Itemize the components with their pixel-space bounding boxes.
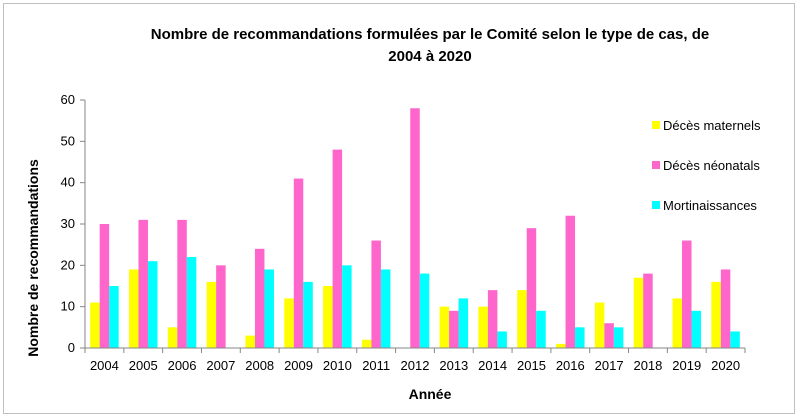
legend-swatch [652,201,660,209]
x-tick-label: 2020 [711,358,740,373]
bar [691,310,702,348]
bar [284,298,294,348]
bar [380,269,391,348]
x-tick-label: 2013 [439,358,468,373]
x-axis-title: Année [409,386,452,402]
bar [478,306,488,348]
x-tick-label: 2016 [556,358,585,373]
bar [575,327,585,348]
bars-group [90,108,740,349]
bar [594,302,605,348]
bar [216,265,226,348]
x-tick-label: 2009 [284,358,313,373]
chart-title-line2: 2004 à 2020 [388,48,471,65]
bar [167,327,178,348]
y-axis-title: Nombre de recommandations [25,159,41,357]
bar [128,269,139,348]
legend-swatch [652,121,660,129]
bar [517,290,527,348]
x-tick-label: 2005 [129,358,158,373]
bar [264,269,274,348]
x-tick-label: 2007 [206,358,235,373]
y-tick-label: 30 [61,216,75,231]
bar [439,306,450,348]
y-axis: 0 10 20 30 40 50 60 [61,92,86,355]
y-tick-label: 0 [68,340,75,355]
bar [458,298,469,348]
bar [342,265,352,348]
bar [99,224,110,348]
legend-label: Mortinaissances [663,198,757,213]
bar [730,331,740,348]
y-tick-label: 10 [61,299,75,314]
bar [109,286,119,348]
y-tick-label: 60 [61,92,75,107]
legend-label: Décès maternels [663,118,761,133]
bar [206,281,217,348]
x-tick-label: 2004 [90,358,119,373]
bar [613,327,624,348]
legend-swatch [652,161,660,169]
bar [293,178,304,348]
bar [711,281,721,348]
x-tick-label: 2015 [517,358,546,373]
bar [419,273,430,348]
x-tick-label: 2011 [362,358,390,373]
x-tick-label: 2012 [401,358,430,373]
bar [604,323,614,348]
bar [536,310,546,348]
y-tick-label: 40 [61,175,75,190]
bar [497,331,507,348]
bar [565,215,576,348]
legend-label: Décès néonatals [663,158,760,173]
x-tick-label: 2008 [245,358,274,373]
y-tick-label: 50 [61,133,75,148]
bar [556,343,566,348]
bar [303,281,313,348]
x-axis: 2004 2005 2006 2007 2008 2009 2010 2011 2012 2013… [84,347,746,373]
bar [186,257,197,348]
bar [371,240,381,348]
bar [323,286,333,348]
chart-title-line1: Nombre de recommandations formulées par … [151,26,710,43]
bar [410,108,420,349]
bar [643,273,653,348]
bar [332,149,343,348]
bar [672,298,683,348]
bar [90,302,100,348]
x-tick-label: 2018 [633,358,662,373]
x-tick-label: 2014 [478,358,507,373]
bar [633,277,644,348]
bar [138,219,148,348]
x-tick-label: 2006 [168,358,197,373]
x-tick-label: 2019 [672,358,701,373]
bar [245,335,255,348]
legend: Décès maternels Décès néonatals Mortinaiss… [652,118,761,213]
bar [177,219,187,348]
bar [361,339,372,348]
bar [720,269,731,348]
bar [487,290,498,348]
y-tick-label: 20 [61,257,75,272]
x-tick-label: 2017 [595,358,624,373]
bar [254,248,265,348]
x-tick-label: 2010 [323,358,352,373]
bar [147,261,158,348]
bar [526,228,537,348]
bar [449,310,459,348]
bar [682,240,692,348]
